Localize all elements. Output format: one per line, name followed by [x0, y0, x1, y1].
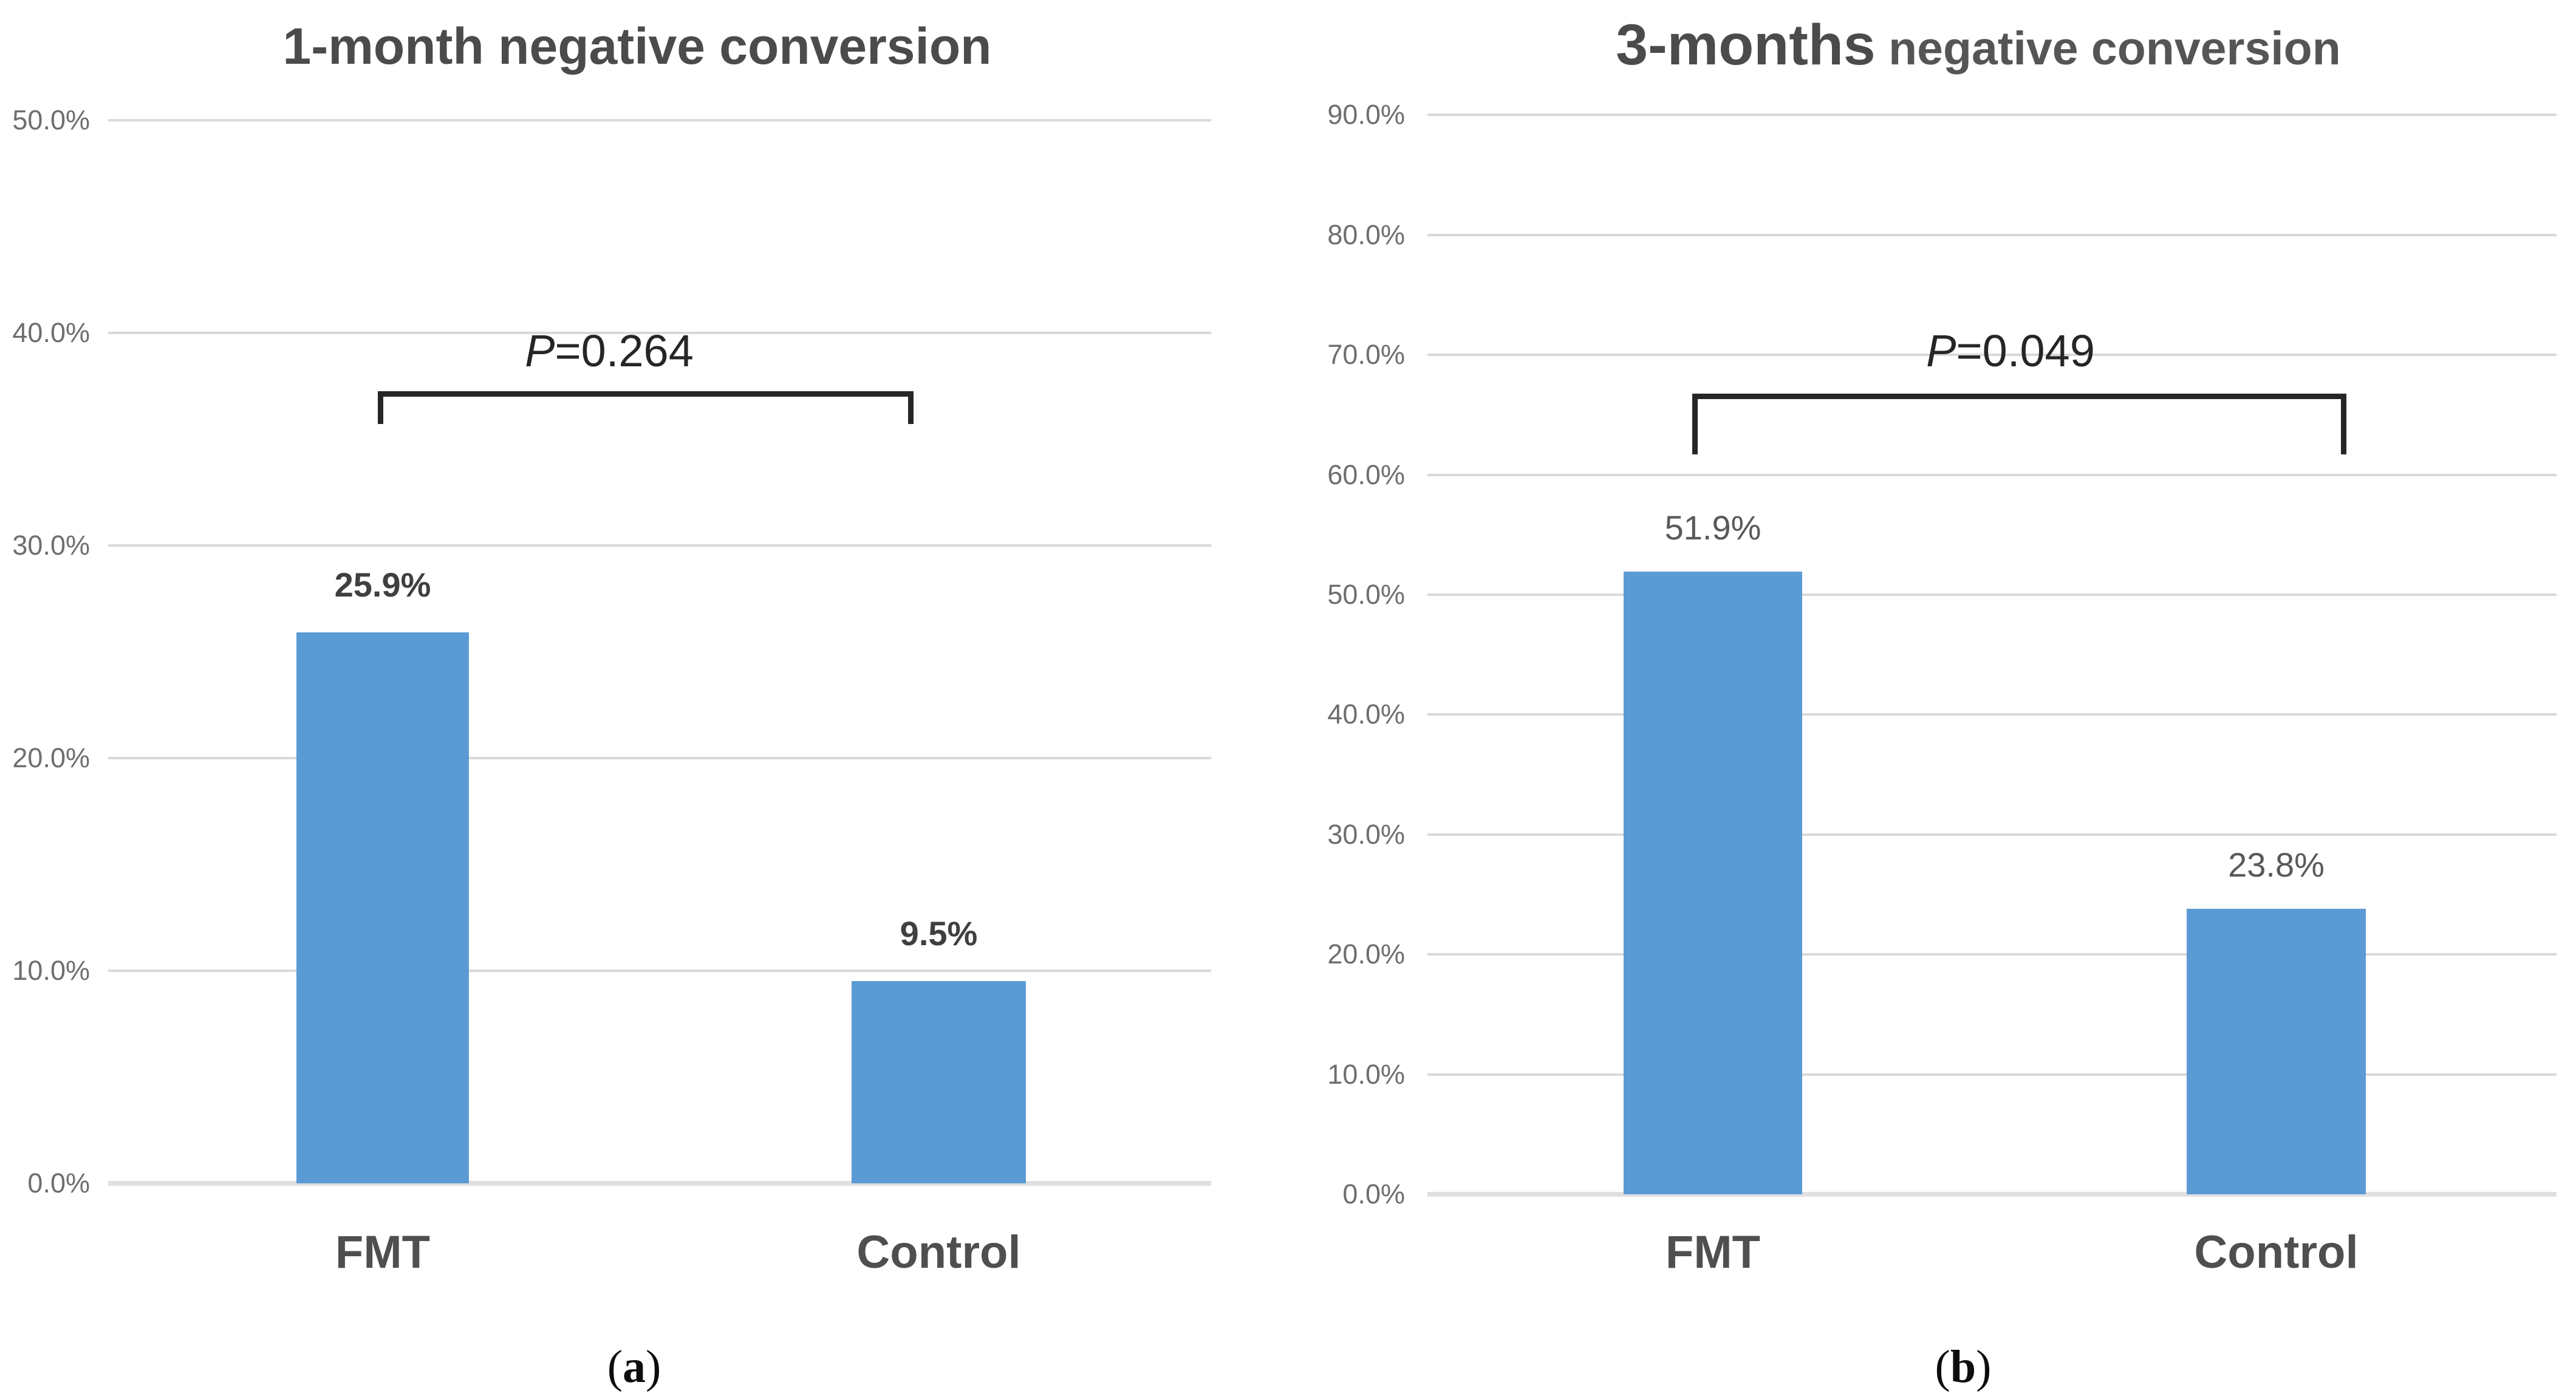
y-tick-label: 10.0% [1327, 1058, 1405, 1090]
y-tick-label: 0.0% [1342, 1178, 1405, 1209]
p-value-annotation: P=0.264 [427, 326, 791, 376]
y-tick-label: 0.0% [27, 1168, 90, 1199]
y-tick-label: 40.0% [1327, 699, 1405, 730]
y-tick-label: 40.0% [12, 317, 90, 348]
gridline [108, 332, 1211, 334]
bar-fmt [1624, 572, 1802, 1194]
panel-label-b: (b) [1872, 1339, 2054, 1394]
category-label-fmt: FMT [335, 1226, 431, 1278]
y-tick-label: 10.0% [12, 955, 90, 986]
category-label-fmt: FMT [1665, 1226, 1761, 1278]
gridline [1427, 114, 2557, 117]
gridline [108, 970, 1211, 972]
gridline [1427, 354, 2557, 357]
chart-title-lead: 3-months [1616, 13, 1876, 77]
y-tick-label: 70.0% [1327, 339, 1405, 371]
chart-title: 1-month negative conversion [151, 17, 1123, 76]
panel-paren-close: ) [1976, 1341, 1992, 1392]
gridline [1427, 1073, 2557, 1076]
panel-letter: a [623, 1341, 646, 1392]
gridline [1427, 953, 2557, 956]
gridline [108, 757, 1211, 759]
gridline [1427, 833, 2557, 836]
category-label-control: Control [2194, 1226, 2359, 1278]
y-tick-label: 90.0% [1327, 99, 1405, 131]
y-tick-label: 30.0% [1327, 818, 1405, 850]
x-axis-baseline [108, 1181, 1211, 1186]
y-tick-label: 20.0% [1327, 939, 1405, 970]
bar-value-label: 9.5% [900, 914, 978, 953]
category-label-control: Control [856, 1226, 1021, 1278]
p-symbol: P [525, 326, 555, 376]
bar-value-label: 23.8% [2228, 846, 2325, 884]
panel-paren-open: ( [607, 1341, 623, 1392]
bar-value-label: 25.9% [334, 566, 431, 604]
gridline [1427, 593, 2557, 596]
y-tick-label: 80.0% [1327, 219, 1405, 250]
p-value-annotation: P=0.049 [1828, 326, 2193, 376]
panel-paren-open: ( [1935, 1341, 1950, 1392]
bar-value-label: 51.9% [1664, 508, 1761, 547]
gridline [1427, 473, 2557, 476]
bar-control [2187, 909, 2366, 1194]
bar-fmt [296, 632, 469, 1183]
gridline [108, 119, 1211, 121]
y-tick-label: 20.0% [12, 742, 90, 773]
y-tick-label: 30.0% [12, 530, 90, 561]
y-tick-label: 50.0% [12, 104, 90, 135]
panel-paren-close: ) [646, 1341, 661, 1392]
significance-bracket [1692, 394, 2346, 454]
chart-title-lead: 1-month [282, 18, 484, 75]
panel-label-a: (a) [543, 1339, 725, 1394]
y-tick-label: 60.0% [1327, 459, 1405, 490]
chart-title: 3-months negative conversion [1432, 12, 2525, 78]
x-axis-baseline [1427, 1192, 2557, 1197]
bar-control [852, 981, 1026, 1183]
gridline [1427, 713, 2557, 716]
panel-letter: b [1950, 1341, 1976, 1392]
gridline [108, 544, 1211, 547]
p-value: =0.049 [1956, 326, 2095, 376]
chart-title-rest: negative conversion [483, 18, 992, 75]
p-value: =0.264 [555, 326, 694, 376]
y-tick-label: 50.0% [1327, 579, 1405, 610]
p-symbol: P [1926, 326, 1956, 376]
gridline [1427, 233, 2557, 236]
significance-bracket [378, 391, 914, 424]
chart-title-rest: negative conversion [1875, 22, 2341, 75]
